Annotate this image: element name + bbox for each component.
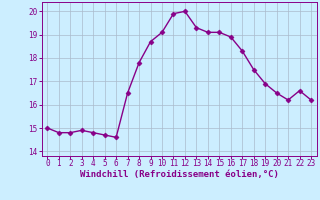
X-axis label: Windchill (Refroidissement éolien,°C): Windchill (Refroidissement éolien,°C) (80, 170, 279, 179)
